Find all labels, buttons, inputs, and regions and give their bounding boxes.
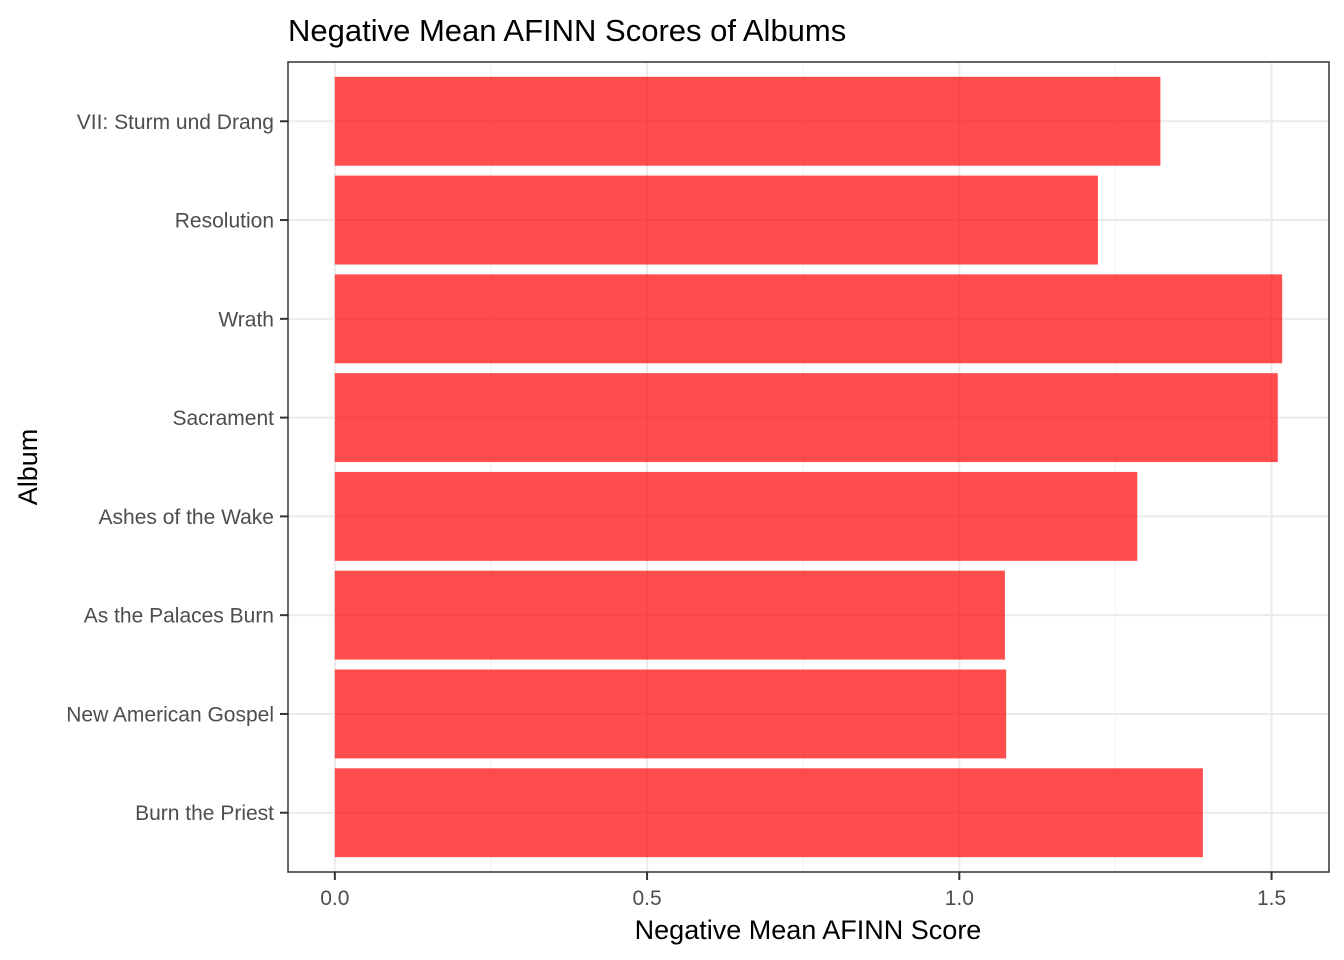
bar <box>334 768 1203 858</box>
bar <box>334 570 1005 660</box>
bar <box>334 373 1278 463</box>
x-tick-label: 1.5 <box>1257 887 1286 910</box>
chart-title: Negative Mean AFINN Scores of Albums <box>288 13 846 48</box>
plot-panel <box>288 62 1329 872</box>
x-axis: 0.0 0.5 1.0 1.5 <box>320 872 1286 910</box>
y-tick-label: Sacrament <box>172 407 274 430</box>
x-tick-label: 1.0 <box>945 887 974 910</box>
y-tick-label: As the Palaces Burn <box>84 605 274 628</box>
y-tick-label: Ashes of the Wake <box>99 506 274 529</box>
x-tick-label: 0.5 <box>632 887 661 910</box>
y-tick-label: Burn the Priest <box>135 802 274 825</box>
bar <box>334 76 1161 166</box>
panel-border <box>287 61 1330 873</box>
x-axis-title: Negative Mean AFINN Score <box>635 915 982 945</box>
y-tick-label: New American Gospel <box>66 703 274 726</box>
bar <box>334 274 1283 364</box>
bar <box>334 669 1007 759</box>
y-axis: Burn the Priest New American Gospel As the… <box>66 111 288 825</box>
x-tick-label: 0.0 <box>320 887 349 910</box>
y-tick-label: Resolution <box>175 210 274 233</box>
y-tick-label: Wrath <box>218 308 274 331</box>
y-axis-title: Album <box>13 429 43 506</box>
bar <box>334 175 1098 265</box>
y-tick-label: VII: Sturm und Drang <box>77 111 274 134</box>
bar <box>334 471 1138 561</box>
